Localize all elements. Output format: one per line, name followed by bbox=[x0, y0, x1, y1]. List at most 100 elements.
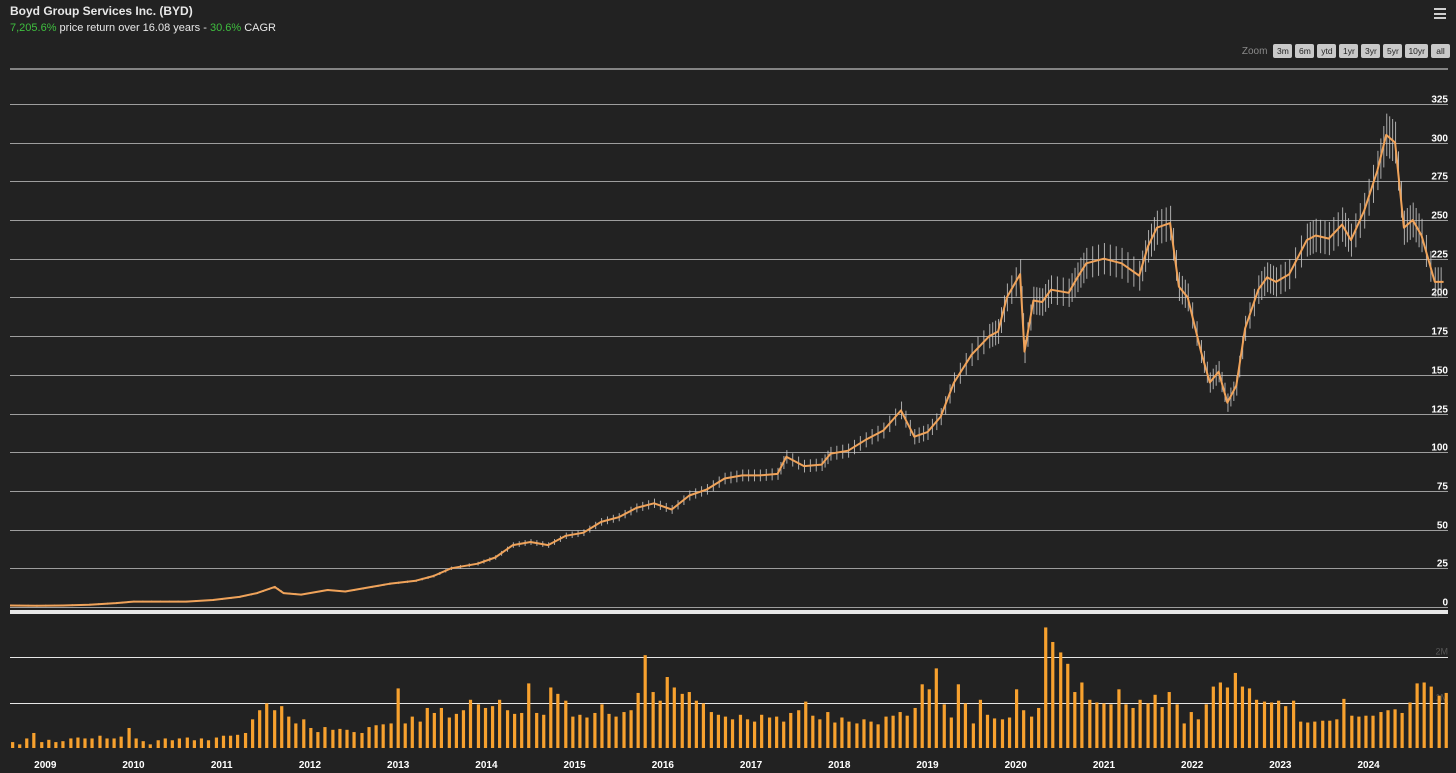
volume-bar bbox=[1350, 715, 1354, 748]
volume-bar bbox=[862, 719, 866, 748]
volume-bar bbox=[1328, 720, 1332, 748]
volume-bar bbox=[658, 700, 662, 748]
volume-bar bbox=[1153, 694, 1157, 748]
volume-bar bbox=[156, 740, 160, 748]
volume-bar bbox=[61, 741, 65, 748]
volume-bar bbox=[98, 735, 102, 748]
volume-bar bbox=[833, 722, 837, 748]
volume-bar bbox=[177, 738, 181, 748]
volume-bar bbox=[1393, 709, 1397, 748]
volume-bar bbox=[1015, 689, 1019, 748]
volume-bar bbox=[520, 712, 524, 748]
volume-bar bbox=[148, 744, 152, 748]
volume-bar bbox=[745, 719, 750, 748]
zoom-3m-button[interactable]: 3m bbox=[1273, 44, 1293, 58]
volume-bar bbox=[1095, 702, 1099, 748]
volume-tick-label: 1M bbox=[1435, 693, 1448, 703]
volume-bar bbox=[934, 668, 938, 748]
volume-bar bbox=[192, 740, 196, 748]
y-tick-label: 225 bbox=[1431, 250, 1448, 261]
volume-bar bbox=[1167, 692, 1171, 748]
volume-bar bbox=[127, 727, 131, 748]
x-tick-label: 2022 bbox=[1181, 760, 1204, 771]
volume-bar bbox=[134, 738, 138, 748]
volume-bar bbox=[636, 692, 640, 748]
volume-bar bbox=[607, 713, 611, 748]
x-tick-label: 2024 bbox=[1357, 760, 1380, 771]
x-tick-label: 2011 bbox=[211, 760, 233, 771]
zoom-3yr-button[interactable]: 3yr bbox=[1361, 44, 1381, 58]
volume-bar bbox=[410, 716, 414, 748]
volume-bar bbox=[789, 712, 793, 748]
volume-bar bbox=[105, 738, 109, 748]
volume-bar bbox=[396, 688, 400, 748]
volume-bar bbox=[18, 744, 22, 748]
volume-bar bbox=[1204, 704, 1208, 748]
volume-bar bbox=[898, 712, 902, 748]
volume-bar bbox=[1277, 700, 1281, 748]
zoom-all-button[interactable]: all bbox=[1431, 44, 1450, 58]
volume-bar bbox=[513, 713, 517, 748]
volume-bar bbox=[425, 707, 429, 748]
volume-bar bbox=[468, 699, 473, 748]
volume-bar bbox=[454, 713, 458, 748]
x-tick-label: 2018 bbox=[828, 760, 851, 771]
volume-bar bbox=[1437, 695, 1441, 748]
y-tick-label: 150 bbox=[1431, 366, 1448, 377]
hamburger-menu-icon[interactable] bbox=[1434, 8, 1446, 19]
volume-bar bbox=[1292, 700, 1296, 748]
price-line bbox=[9, 133, 1444, 607]
y-tick-label: 25 bbox=[1437, 559, 1449, 570]
volume-bar bbox=[1175, 704, 1179, 748]
volume-bar bbox=[1422, 682, 1426, 748]
y-tick-label: 325 bbox=[1431, 95, 1448, 106]
volume-bar bbox=[709, 712, 713, 748]
volume-bar bbox=[90, 738, 94, 748]
volume-bar bbox=[1059, 652, 1063, 748]
volume-bar bbox=[389, 723, 393, 748]
volume-tick-label: 2M bbox=[1435, 647, 1448, 657]
zoom-ytd-button[interactable]: ytd bbox=[1317, 44, 1337, 58]
zoom-1yr-button[interactable]: 1yr bbox=[1339, 44, 1359, 58]
y-tick-label: 200 bbox=[1431, 288, 1448, 299]
x-tick-label: 2014 bbox=[475, 760, 498, 771]
x-tick-label: 2012 bbox=[299, 760, 322, 771]
y-tick-label: 275 bbox=[1431, 172, 1448, 183]
volume-bar bbox=[905, 715, 909, 748]
volume-bar bbox=[273, 710, 277, 748]
volume-bar bbox=[978, 699, 983, 748]
volume-bar bbox=[1088, 699, 1092, 748]
volume-bar bbox=[1117, 689, 1121, 748]
volume-bar bbox=[1284, 706, 1288, 748]
volume-bar bbox=[236, 734, 240, 748]
x-tick-label: 2021 bbox=[1093, 760, 1116, 771]
volume-bar bbox=[847, 721, 851, 748]
volume-bar bbox=[811, 715, 815, 748]
zoom-5yr-button[interactable]: 5yr bbox=[1383, 44, 1403, 58]
volume-bar bbox=[221, 735, 226, 748]
zoom-6m-button[interactable]: 6m bbox=[1295, 44, 1315, 58]
volume-bar bbox=[206, 740, 211, 748]
x-tick-label: 2023 bbox=[1269, 760, 1292, 771]
volume-bar bbox=[243, 732, 248, 748]
volume-bar bbox=[83, 738, 87, 748]
zoom-10yr-button[interactable]: 10yr bbox=[1405, 44, 1428, 58]
volume-bar bbox=[876, 724, 880, 748]
volume-bar bbox=[782, 721, 786, 748]
volume-bar bbox=[913, 707, 917, 748]
volume-bar bbox=[1131, 707, 1135, 748]
volume-bar bbox=[199, 738, 204, 748]
zoom-controls: Zoom 3m 6m ytd 1yr 3yr 5yr 10yr all bbox=[1242, 44, 1450, 58]
volume-bar bbox=[687, 692, 691, 748]
volume-bar bbox=[564, 700, 568, 748]
volume-bar bbox=[498, 699, 502, 748]
volume-bar bbox=[1269, 702, 1274, 748]
volume-bar bbox=[331, 729, 335, 748]
volume-bar bbox=[439, 707, 443, 748]
volume-bar bbox=[1211, 686, 1215, 748]
chart-subtitle: 7,205.6% price return over 16.08 years -… bbox=[10, 22, 276, 34]
menu-line bbox=[1434, 8, 1446, 10]
volume-bar bbox=[185, 737, 189, 748]
volume-bar bbox=[1429, 686, 1433, 748]
